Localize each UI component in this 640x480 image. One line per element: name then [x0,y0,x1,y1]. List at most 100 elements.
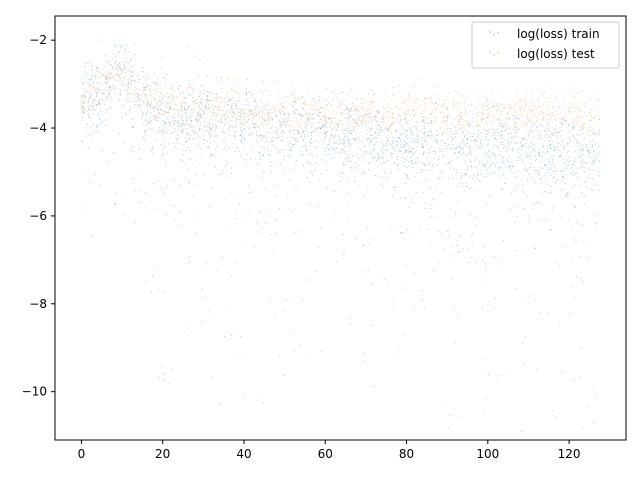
data-point [191,113,193,115]
data-point [124,66,126,68]
data-point [329,126,331,128]
data-point [565,195,567,197]
data-point [116,79,118,81]
data-point [542,151,544,153]
data-point [411,160,413,162]
data-point [232,109,234,112]
data-point [323,115,325,117]
data-point [302,107,304,109]
data-point [192,111,194,113]
data-point [84,109,86,111]
data-point [537,134,539,136]
data-point [292,143,294,146]
data-point [241,111,243,113]
data-point [131,75,133,77]
data-point [91,65,93,67]
data-point [475,224,477,226]
data-point [498,118,500,120]
data-point [540,177,542,179]
data-point [439,148,441,150]
data-point [564,162,566,165]
data-point [522,139,524,141]
data-point [447,133,450,135]
data-point [483,107,485,109]
data-point [420,139,422,141]
data-point [243,128,245,130]
data-point [597,115,600,117]
data-point [390,133,392,135]
data-point [461,139,463,142]
data-point [299,105,302,107]
data-point [544,164,546,166]
data-point [565,119,567,122]
data-point [300,123,302,125]
data-point [424,130,426,132]
data-point [174,146,176,148]
data-point [476,144,478,146]
data-point [432,164,434,166]
data-point [343,98,345,101]
data-point [283,148,285,150]
data-point [436,86,439,88]
data-point [386,102,388,104]
data-point [544,108,546,110]
data-point [561,188,563,191]
data-point [425,169,427,171]
data-point [574,172,576,175]
data-point [248,127,250,129]
data-point [369,152,371,155]
data-point [400,232,402,234]
data-point [315,85,317,87]
data-point [167,111,169,114]
data-point [440,111,442,114]
data-point [237,111,239,113]
data-point [567,194,569,196]
data-point [482,163,485,165]
data-point [464,160,466,162]
data-point [233,135,235,137]
data-point [481,307,484,309]
data-point [346,205,348,207]
data-point [90,75,93,77]
data-point [455,171,457,174]
data-point [410,137,412,139]
data-point [477,133,480,135]
data-point [205,107,207,109]
data-point [319,96,321,98]
data-point [421,290,423,292]
data-point [469,152,471,154]
data-point [179,113,181,115]
data-point [471,140,473,142]
data-point [214,166,217,168]
data-point [262,92,264,94]
data-point [457,103,459,105]
data-point [260,134,262,136]
data-point [354,119,356,121]
data-point [373,116,375,118]
data-point [443,116,445,118]
data-point [107,73,109,75]
data-point [287,208,289,210]
data-point [353,180,356,182]
data-point [281,110,283,112]
data-point [463,101,465,103]
data-point [525,155,527,157]
data-point [479,145,481,148]
data-point [119,89,121,91]
data-point [399,133,401,135]
data-point [106,79,108,81]
data-point [261,113,264,115]
data-point [552,95,554,97]
data-point [196,103,198,105]
data-point [561,123,563,126]
data-point [311,113,313,116]
data-point [550,140,552,142]
data-point [554,132,556,134]
data-point [584,171,586,173]
data-point [157,91,159,93]
data-point [584,137,586,139]
data-point [201,109,204,111]
data-point [504,105,506,107]
data-point [99,89,101,91]
data-point [574,161,576,163]
